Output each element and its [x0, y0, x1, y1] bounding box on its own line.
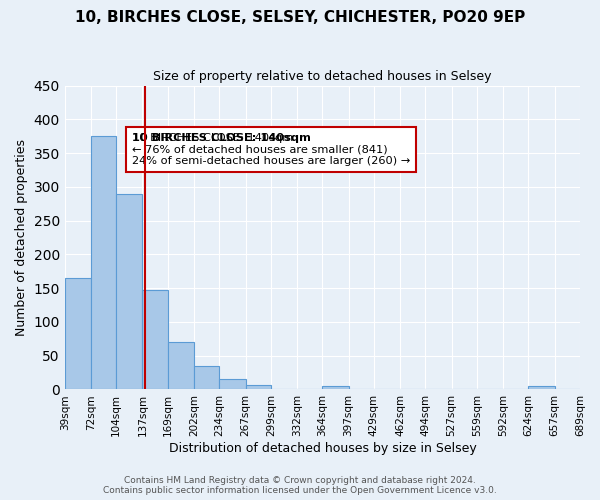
Y-axis label: Number of detached properties: Number of detached properties: [15, 139, 28, 336]
Title: Size of property relative to detached houses in Selsey: Size of property relative to detached ho…: [153, 70, 491, 83]
Text: 10 BIRCHES CLOSE: 140sqm
← 76% of detached houses are smaller (841)
24% of semi-: 10 BIRCHES CLOSE: 140sqm ← 76% of detach…: [132, 132, 410, 166]
Bar: [529, 386, 554, 390]
Bar: [168, 342, 194, 390]
Bar: [116, 194, 142, 390]
Text: 10, BIRCHES CLOSE, SELSEY, CHICHESTER, PO20 9EP: 10, BIRCHES CLOSE, SELSEY, CHICHESTER, P…: [75, 10, 525, 25]
Bar: [245, 386, 271, 390]
Bar: [65, 278, 91, 390]
Text: Contains HM Land Registry data © Crown copyright and database right 2024.
Contai: Contains HM Land Registry data © Crown c…: [103, 476, 497, 495]
Bar: [322, 386, 349, 390]
Bar: [91, 136, 116, 390]
X-axis label: Distribution of detached houses by size in Selsey: Distribution of detached houses by size …: [169, 442, 476, 455]
Bar: [194, 366, 220, 390]
Text: 10 BIRCHES CLOSE: 140sqm: 10 BIRCHES CLOSE: 140sqm: [132, 132, 311, 142]
Bar: [142, 290, 168, 390]
Bar: [220, 380, 245, 390]
